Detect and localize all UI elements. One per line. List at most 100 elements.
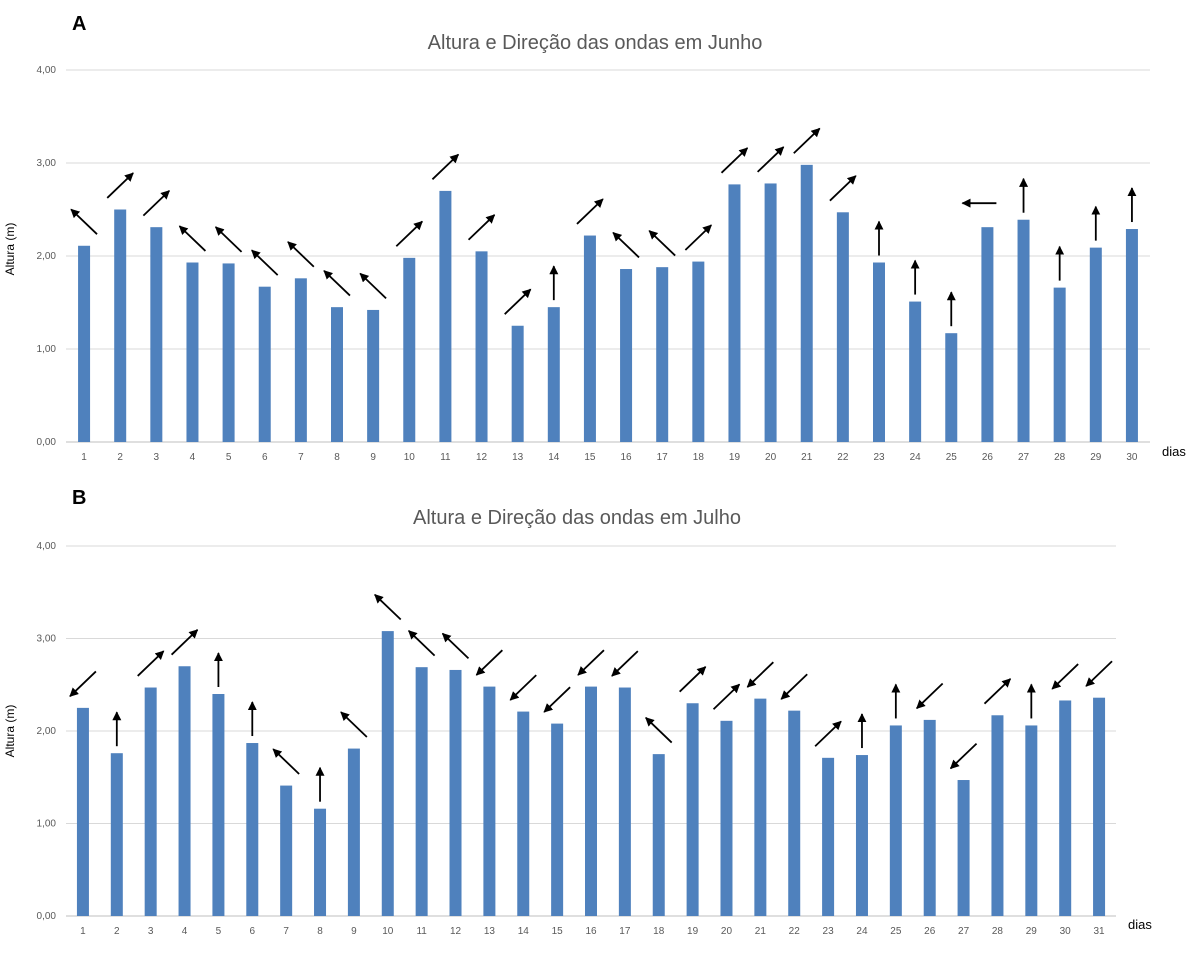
- y-axis-title: Altura (m): [3, 223, 17, 276]
- bar: [728, 184, 741, 442]
- x-axis-title: dias: [1162, 444, 1186, 459]
- wave-direction-arrow: [577, 649, 605, 676]
- y-tick-label: 2,00: [37, 726, 57, 737]
- y-tick-label: 0,00: [37, 437, 57, 448]
- bar: [945, 333, 958, 442]
- wave-direction-arrow: [720, 147, 749, 174]
- bar: [150, 227, 163, 442]
- bar: [822, 757, 835, 916]
- x-tick-label: 13: [512, 452, 524, 463]
- wave-direction-arrow: [612, 231, 640, 259]
- wave-direction-arrow: [576, 198, 604, 225]
- y-tick-label: 4,00: [37, 541, 57, 552]
- bar: [1059, 700, 1072, 916]
- y-tick-label: 2,00: [37, 251, 57, 262]
- bar: [381, 631, 394, 916]
- x-tick-label: 19: [687, 926, 699, 937]
- x-tick-label: 21: [801, 452, 813, 463]
- bar: [1025, 725, 1038, 916]
- x-tick-label: 6: [262, 452, 268, 463]
- chart-title: Altura e Direção das ondas em Junho: [428, 32, 763, 54]
- bar: [212, 694, 225, 916]
- y-tick-label: 1,00: [37, 819, 57, 830]
- x-tick-label: 15: [584, 452, 596, 463]
- wave-direction-arrow: [137, 650, 165, 677]
- bar: [909, 301, 922, 442]
- x-tick-label: 23: [823, 926, 835, 937]
- bar: [314, 808, 327, 916]
- bar: [800, 164, 813, 443]
- wave-direction-arrow: [323, 270, 351, 297]
- bar: [294, 278, 307, 442]
- bar: [222, 263, 235, 442]
- wave-direction-arrow: [1085, 660, 1113, 687]
- wave-direction-arrow: [509, 674, 537, 701]
- wave-direction-arrow: [543, 686, 571, 713]
- wave-direction-arrow: [340, 711, 368, 738]
- x-tick-label: 5: [216, 926, 222, 937]
- bar: [178, 666, 191, 916]
- x-axis-title: dias: [1128, 917, 1152, 932]
- x-tick-label: 17: [657, 452, 669, 463]
- bar: [1017, 219, 1030, 442]
- x-tick-label: 19: [729, 452, 741, 463]
- wave-direction-arrow: [916, 682, 944, 709]
- wave-direction-arrow: [793, 127, 821, 154]
- x-tick-label: 23: [873, 452, 885, 463]
- wave-direction-arrow: [949, 742, 978, 770]
- wave-direction-arrow: [757, 146, 785, 173]
- x-tick-label: 26: [982, 452, 994, 463]
- x-tick-label: 4: [190, 452, 196, 463]
- wave-direction-arrow: [814, 720, 842, 747]
- x-tick-label: 14: [548, 452, 560, 463]
- wave-direction-arrow: [712, 683, 741, 710]
- x-tick-label: 3: [148, 926, 154, 937]
- x-tick-label: 15: [552, 926, 564, 937]
- y-tick-label: 4,00: [37, 65, 57, 76]
- x-tick-label: 29: [1026, 926, 1038, 937]
- x-tick-label: 30: [1126, 452, 1138, 463]
- bar: [855, 755, 868, 916]
- chart-panel-a: A Altura e Direção das ondas em Junho Al…: [3, 13, 1186, 463]
- x-tick-label: 21: [755, 926, 767, 937]
- x-tick-label: 16: [585, 926, 597, 937]
- bar: [475, 251, 488, 442]
- y-tick-label: 1,00: [37, 344, 57, 355]
- wave-direction-arrow: [395, 220, 423, 247]
- bar: [367, 309, 380, 442]
- wave-direction-arrow: [467, 214, 496, 241]
- x-tick-label: 20: [721, 926, 733, 937]
- bar: [764, 183, 777, 442]
- wave-direction-arrow: [70, 208, 98, 235]
- bar: [652, 754, 665, 916]
- x-tick-label: 22: [789, 926, 801, 937]
- wave-direction-arrow: [69, 670, 97, 697]
- x-tick-label: 9: [351, 926, 357, 937]
- bar: [114, 209, 127, 442]
- wave-direction-arrow: [106, 172, 134, 199]
- bar: [551, 723, 564, 916]
- bar: [347, 748, 360, 916]
- x-tick-label: 28: [992, 926, 1004, 937]
- wave-direction-arrow: [679, 666, 707, 693]
- panel-label: B: [72, 487, 86, 509]
- x-tick-label: 20: [765, 452, 777, 463]
- x-tick-label: 1: [80, 926, 86, 937]
- x-tick-label: 24: [856, 926, 868, 937]
- wave-direction-arrow: [374, 594, 402, 621]
- bar: [583, 235, 596, 442]
- bar: [331, 307, 343, 442]
- x-tick-label: 28: [1054, 452, 1066, 463]
- chart-title: Altura e Direção das ondas em Julho: [413, 507, 741, 529]
- bar: [144, 687, 157, 916]
- x-tick-label: 12: [450, 926, 462, 937]
- bar: [1089, 247, 1102, 442]
- wave-direction-arrow: [684, 224, 712, 251]
- x-tick-label: 7: [298, 452, 304, 463]
- bar: [618, 687, 631, 916]
- bar: [246, 743, 259, 916]
- x-tick-label: 8: [317, 926, 323, 937]
- x-tick-label: 22: [837, 452, 849, 463]
- wave-direction-arrow: [746, 661, 774, 688]
